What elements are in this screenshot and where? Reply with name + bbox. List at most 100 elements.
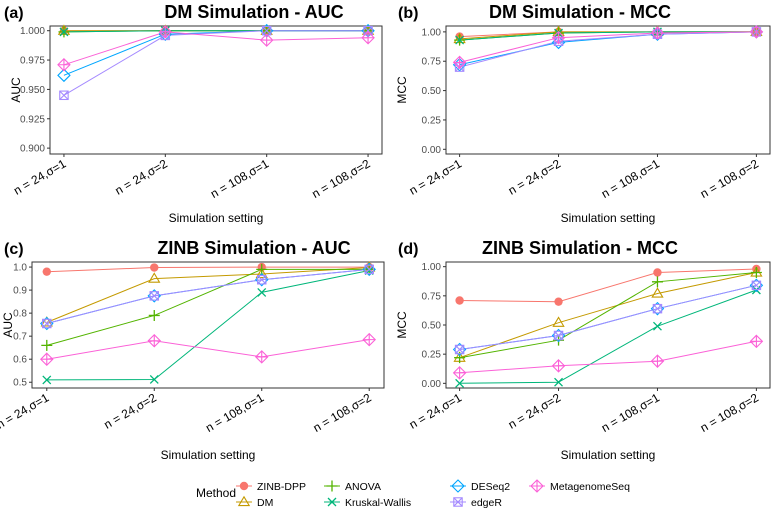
panel-a: (a) DM Simulation - AUC 0.900 0.925 0.950 0.9… [4, 2, 383, 225]
panel-label: (d) [398, 241, 418, 258]
legend-label: Kruskal-Wallis [345, 497, 411, 509]
y-tick-label: 0.25 [422, 350, 442, 361]
y-tick-label: 0.75 [422, 291, 442, 302]
y-axis-title: MCC [395, 76, 409, 104]
series-line-metagenomeseq [459, 340, 757, 374]
x-axis-title: Simulation setting [561, 448, 656, 462]
x-tick-label: n = 24,σ=1 [407, 390, 465, 431]
x-tick-label: n = 24,σ=1 [407, 156, 465, 197]
y-tick-label: 1.00 [422, 27, 442, 38]
series-line-edger [459, 31, 757, 68]
legend-title: Method [196, 486, 236, 500]
legend-label: ZINB-DPP [257, 481, 306, 493]
legend-item: ANOVA [324, 480, 381, 493]
data-point [150, 263, 159, 272]
y-tick-label: 0.975 [20, 56, 45, 67]
data-point [455, 35, 465, 45]
data-point [257, 287, 267, 297]
series-line-metagenomeseq [459, 31, 757, 63]
y-axis-title: MCC [395, 311, 409, 339]
legend-item: MetagenomeSeq [529, 479, 630, 493]
chart-title: ZINB Simulation - AUC [157, 238, 350, 258]
x-tick-label: n = 24,σ=2 [506, 390, 564, 431]
panel-label: (c) [4, 241, 24, 258]
data-point [147, 334, 162, 348]
x-tick-label: n = 24,σ=2 [112, 156, 170, 197]
legend-label: ANOVA [345, 481, 381, 493]
series-line-edger [46, 268, 370, 324]
y-tick-label: 0.75 [422, 57, 442, 68]
data-point [362, 332, 376, 347]
panel-border [445, 261, 771, 389]
x-tick-label: n = 24,σ=2 [101, 390, 159, 431]
panel-border [49, 25, 383, 155]
data-point [454, 344, 465, 355]
diamond-plus-icon [530, 479, 544, 493]
data-point [158, 25, 173, 39]
series-line-metagenomeseq [63, 31, 369, 66]
data-point [650, 26, 665, 40]
x-tick-label: n = 108,σ=2 [309, 156, 372, 201]
data-point [149, 375, 159, 384]
x-tick-label: n = 108,σ=1 [599, 156, 662, 201]
circle-icon [239, 481, 249, 491]
series-line-zinb-dpp [46, 266, 370, 273]
data-point [149, 291, 160, 301]
panel-border [445, 25, 771, 155]
y-axis-title: AUC [9, 77, 23, 103]
x-tick-label: n = 108,σ=1 [599, 390, 662, 435]
data-point [255, 267, 268, 279]
x-tick-label: n = 108,σ=1 [208, 156, 271, 201]
cross-icon [327, 497, 337, 507]
data-point [259, 33, 274, 47]
panel-label: (a) [4, 5, 24, 22]
legend-item: Kruskal-Wallis [324, 497, 411, 509]
series-line-zinb-dpp [459, 268, 757, 303]
x-tick-label: n = 108,σ=2 [698, 156, 761, 201]
panel-d: (d) ZINB Simulation - MCC 0.00 0.25 0.50 0.75… [395, 238, 771, 462]
series-line-anova [459, 272, 757, 359]
panel-b: (b) DM Simulation - MCC 0.00 0.25 0.50 0.75 1.… [395, 2, 771, 225]
data-point [653, 321, 662, 331]
data-point [455, 378, 465, 388]
series-line-kruskal-wallis [46, 270, 370, 381]
data-point [650, 354, 665, 368]
series-line-kruskal-wallis [459, 289, 757, 384]
x-tick-label: n = 24,σ=2 [506, 156, 564, 197]
legend: Method ZINB-DPP DM ANOVA Kruskal-Wallis DESeq… [196, 479, 630, 509]
x-axis-title: Simulation setting [161, 448, 256, 462]
x-axis-title: Simulation setting [169, 211, 264, 225]
y-tick-label: 0.50 [422, 321, 442, 332]
data-point [749, 25, 764, 39]
legend-label: DESeq2 [471, 481, 510, 493]
x-tick-label: n = 24,σ=1 [0, 390, 52, 431]
y-tick-label: 0.5 [13, 378, 27, 389]
y-tick-label: 0.25 [422, 115, 442, 126]
y-tick-label: 0.9 [13, 286, 27, 297]
legend-label: edgeR [471, 497, 502, 509]
data-point [59, 27, 69, 37]
x-tick-label: n = 24,σ=1 [11, 156, 69, 197]
data-point [57, 57, 71, 72]
x-tick-label: n = 108,σ=2 [311, 390, 374, 435]
data-point [751, 280, 762, 291]
plus-icon [326, 480, 338, 492]
data-point [651, 276, 663, 288]
y-tick-label: 0.6 [13, 355, 27, 366]
chart-title: DM Simulation - MCC [489, 2, 671, 22]
series-line-metagenomeseq [46, 339, 370, 360]
data-point [554, 377, 563, 387]
diamond-icon [451, 479, 465, 493]
legend-item: edgeR [450, 497, 502, 509]
legend-label: MetagenomeSeq [550, 481, 630, 493]
data-point [553, 330, 564, 341]
x-tick-label: n = 108,σ=2 [698, 390, 761, 435]
y-tick-label: 0.8 [13, 309, 27, 320]
data-point [551, 359, 566, 373]
series-line-kruskal-wallis [459, 31, 757, 41]
y-axis-title: AUC [1, 312, 15, 338]
data-point [455, 296, 464, 305]
y-tick-label: 0.00 [422, 145, 442, 156]
y-tick-label: 0.925 [20, 114, 45, 125]
